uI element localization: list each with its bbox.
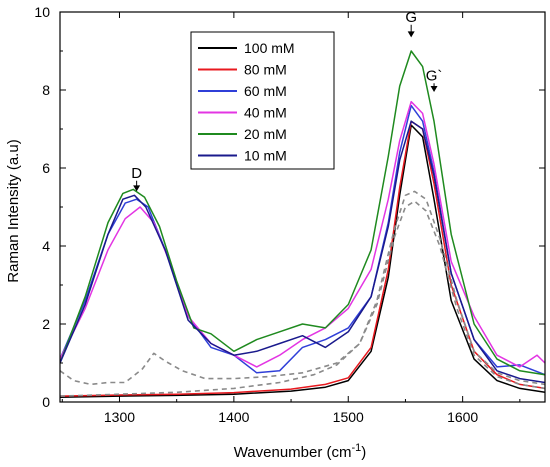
- legend-label: 10 mM: [244, 148, 287, 164]
- y-axis-title: Raman Intensity (a.u): [5, 139, 22, 282]
- y-tick-label: 6: [42, 160, 50, 176]
- tick-layer: 1300 1400 1500 1600 0 2 4 6 8 10: [34, 4, 545, 425]
- x-axis-title-close: ): [361, 444, 366, 461]
- annotation-arrow-head: [430, 85, 438, 92]
- legend-label: 60 mM: [244, 83, 287, 99]
- x-tick-label: 1600: [447, 409, 478, 425]
- legend-items: 100 mM 80 mM 60 mM 40 mM 20 mM 10 mM: [198, 40, 295, 164]
- x-axis-title-superscript: -1: [352, 442, 362, 454]
- series-line-20-mM: [60, 50, 545, 376]
- x-axis-title-main: Wavenumber (cm: [234, 444, 352, 461]
- legend-box: [190, 31, 335, 170]
- annotation-label: D: [131, 165, 142, 182]
- legend-label: 40 mM: [244, 105, 287, 121]
- x-tick-label: 1300: [104, 409, 135, 425]
- series-line-10-mM: [60, 120, 545, 384]
- y-tick-label: 2: [42, 316, 50, 332]
- x-axis-title: Wavenumber (cm-1): [234, 442, 367, 461]
- y-tick-label: 4: [42, 238, 50, 254]
- x-tick-label: 1500: [333, 409, 364, 425]
- legend-label: 20 mM: [244, 126, 287, 142]
- annotation-arrow-head: [133, 185, 141, 192]
- legend: 100 mM 80 mM 60 mM 40 mM 20 mM 10 mM: [190, 31, 335, 170]
- y-tick-label: 10: [34, 4, 50, 20]
- annotation-label: G: [405, 9, 417, 26]
- y-tick-label: 8: [42, 82, 50, 98]
- series-line-reference-6: [60, 190, 545, 386]
- annotation-label: G`: [426, 67, 443, 84]
- annotation-layer: D G G`: [131, 9, 442, 192]
- series-line-reference-7: [60, 200, 545, 397]
- x-tick-label: 1400: [218, 409, 249, 425]
- annotation-arrow-head: [407, 31, 415, 38]
- y-tick-label: 0: [42, 394, 50, 410]
- legend-label: 100 mM: [244, 40, 295, 56]
- series-layer: [60, 50, 545, 399]
- legend-label: 80 mM: [244, 62, 287, 78]
